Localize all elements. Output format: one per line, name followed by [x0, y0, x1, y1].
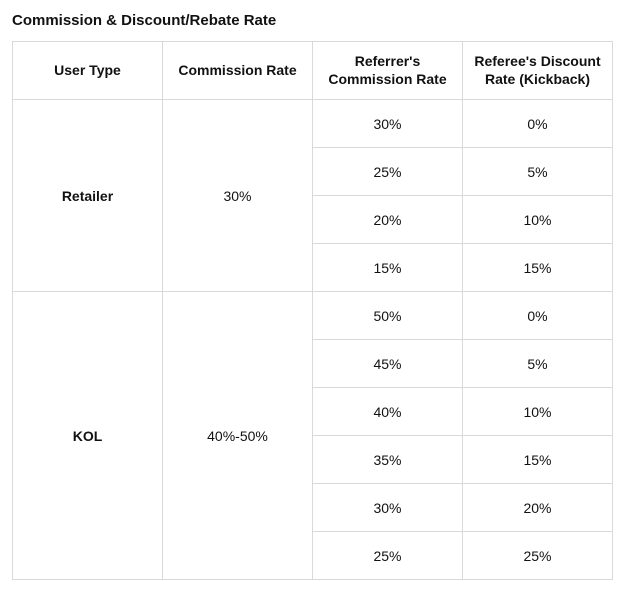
rate-table: User Type Commission Rate Referrer's Com… — [12, 41, 613, 580]
cell-commission-rate: 40%-50% — [163, 292, 313, 580]
cell-referee-rate: 20% — [463, 484, 613, 532]
cell-user-type: Retailer — [13, 100, 163, 292]
cell-referrer-rate: 25% — [313, 148, 463, 196]
cell-referrer-rate: 30% — [313, 484, 463, 532]
cell-referee-rate: 10% — [463, 196, 613, 244]
table-row: Retailer 30% 30% 0% — [13, 100, 613, 148]
table-row: KOL 40%-50% 50% 0% — [13, 292, 613, 340]
col-referee-rate: Referee's Discount Rate (Kickback) — [463, 42, 613, 100]
col-user-type: User Type — [13, 42, 163, 100]
cell-referrer-rate: 30% — [313, 100, 463, 148]
cell-referee-rate: 0% — [463, 100, 613, 148]
cell-referrer-rate: 45% — [313, 340, 463, 388]
cell-referee-rate: 15% — [463, 244, 613, 292]
cell-referrer-rate: 15% — [313, 244, 463, 292]
cell-referee-rate: 5% — [463, 340, 613, 388]
cell-referrer-rate: 35% — [313, 436, 463, 484]
cell-referee-rate: 15% — [463, 436, 613, 484]
cell-referee-rate: 0% — [463, 292, 613, 340]
cell-referee-rate: 10% — [463, 388, 613, 436]
cell-referrer-rate: 20% — [313, 196, 463, 244]
col-commission-rate: Commission Rate — [163, 42, 313, 100]
col-referrer-rate: Referrer's Commission Rate — [313, 42, 463, 100]
cell-commission-rate: 30% — [163, 100, 313, 292]
cell-referee-rate: 25% — [463, 532, 613, 580]
table-header-row: User Type Commission Rate Referrer's Com… — [13, 42, 613, 100]
cell-referrer-rate: 25% — [313, 532, 463, 580]
cell-referee-rate: 5% — [463, 148, 613, 196]
page-title: Commission & Discount/Rebate Rate — [12, 12, 612, 29]
cell-referrer-rate: 50% — [313, 292, 463, 340]
cell-user-type: KOL — [13, 292, 163, 580]
cell-referrer-rate: 40% — [313, 388, 463, 436]
